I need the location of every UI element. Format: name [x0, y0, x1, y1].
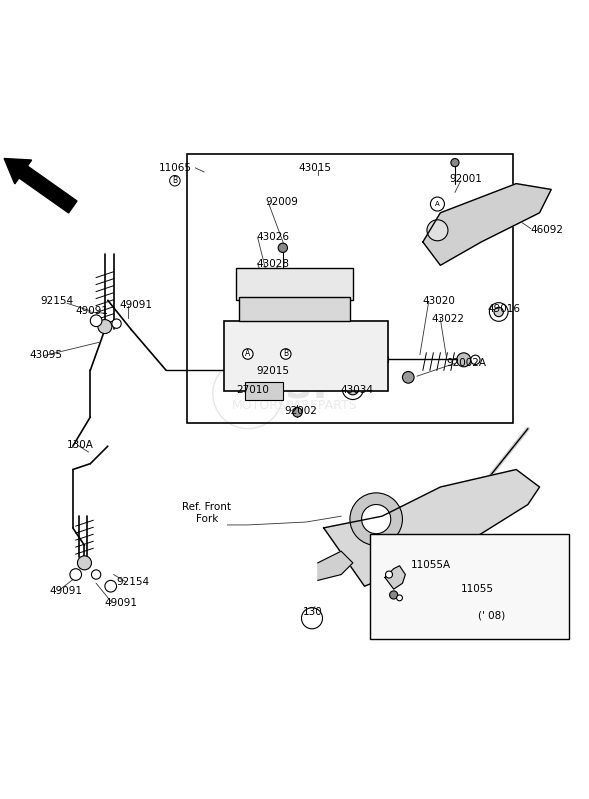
- Circle shape: [350, 493, 402, 546]
- Text: 130A: 130A: [67, 440, 94, 450]
- Text: 43034: 43034: [340, 384, 373, 395]
- Text: MOTORSPAREPARTS: MOTORSPAREPARTS: [231, 399, 358, 411]
- Text: 92001: 92001: [449, 174, 482, 184]
- Bar: [236, 268, 353, 300]
- Circle shape: [278, 243, 287, 252]
- Circle shape: [451, 158, 459, 167]
- Text: 92154: 92154: [41, 296, 74, 307]
- Circle shape: [386, 571, 392, 578]
- Bar: [245, 382, 283, 400]
- Circle shape: [471, 356, 480, 364]
- Text: 49016: 49016: [487, 304, 520, 314]
- Bar: [370, 534, 569, 638]
- Text: 11055A: 11055A: [411, 559, 451, 570]
- Text: B: B: [283, 349, 288, 359]
- Text: MSP: MSP: [247, 369, 342, 407]
- Text: 92009: 92009: [265, 197, 298, 207]
- Text: 43020: 43020: [423, 296, 456, 307]
- Circle shape: [90, 315, 102, 327]
- Text: (' 08): (' 08): [478, 610, 505, 620]
- Text: A: A: [435, 201, 440, 207]
- Circle shape: [489, 303, 508, 321]
- Circle shape: [389, 591, 398, 599]
- Circle shape: [91, 570, 101, 579]
- Circle shape: [402, 372, 414, 384]
- Text: 49091: 49091: [105, 598, 138, 607]
- Text: 27010: 27010: [236, 384, 269, 395]
- Polygon shape: [318, 551, 353, 580]
- Circle shape: [494, 308, 504, 316]
- Bar: [224, 320, 388, 391]
- Circle shape: [427, 220, 448, 240]
- Polygon shape: [423, 184, 551, 265]
- Circle shape: [396, 595, 402, 601]
- Bar: [187, 154, 513, 423]
- Circle shape: [347, 384, 359, 395]
- Text: A: A: [245, 349, 250, 359]
- Circle shape: [322, 564, 331, 574]
- Circle shape: [98, 320, 112, 333]
- Text: 49091: 49091: [76, 306, 109, 316]
- Text: 43095: 43095: [29, 350, 62, 360]
- Circle shape: [302, 608, 323, 629]
- Circle shape: [293, 407, 302, 417]
- Circle shape: [78, 556, 91, 570]
- Polygon shape: [324, 470, 540, 586]
- Text: Ref. Front
Fork: Ref. Front Fork: [183, 503, 231, 524]
- Text: 92015: 92015: [257, 367, 290, 376]
- Text: 43015: 43015: [299, 163, 332, 173]
- FancyArrow shape: [4, 158, 77, 213]
- Text: 11055: 11055: [461, 584, 494, 594]
- Circle shape: [252, 375, 262, 384]
- Circle shape: [431, 197, 445, 211]
- Text: B: B: [173, 177, 177, 185]
- Text: 46092: 46092: [531, 225, 564, 235]
- Polygon shape: [385, 566, 405, 589]
- Text: 43022: 43022: [432, 314, 465, 324]
- Circle shape: [456, 353, 471, 367]
- Bar: [239, 297, 350, 320]
- Text: 43028: 43028: [257, 259, 290, 268]
- Text: 49091: 49091: [120, 300, 153, 310]
- Circle shape: [362, 504, 391, 534]
- Text: 11065: 11065: [158, 163, 191, 173]
- Circle shape: [70, 569, 81, 580]
- Text: 49091: 49091: [49, 586, 82, 596]
- Text: 92002: 92002: [284, 406, 317, 415]
- Text: 92154: 92154: [117, 577, 150, 586]
- Circle shape: [342, 379, 363, 400]
- Circle shape: [306, 613, 318, 624]
- Text: 130: 130: [303, 607, 323, 618]
- Circle shape: [112, 319, 121, 328]
- Text: 92002A: 92002A: [446, 358, 486, 368]
- Text: 43026: 43026: [257, 233, 290, 242]
- Circle shape: [105, 580, 117, 592]
